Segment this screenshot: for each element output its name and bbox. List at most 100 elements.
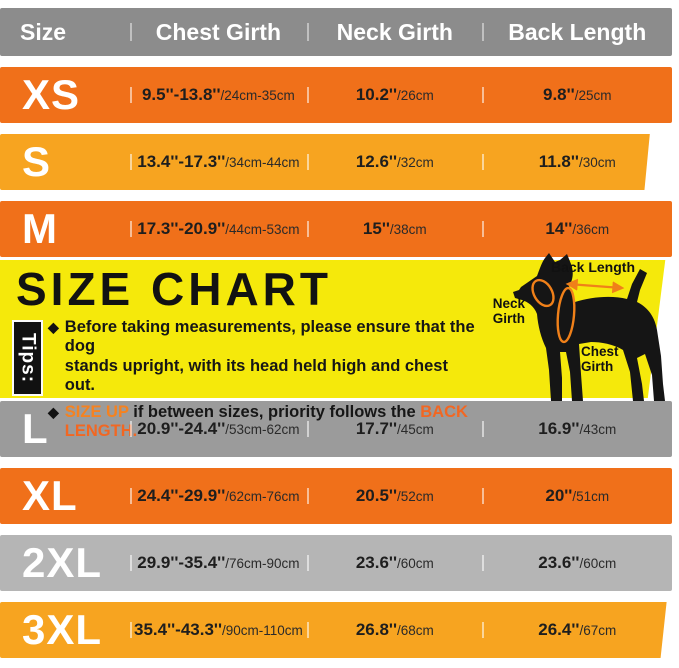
inch-value: 23.6'' <box>538 553 580 572</box>
inch-value: 13.4''-17.3'' <box>137 152 226 171</box>
chest-girth-value: 29.9''-35.4''/76cm-90cm <box>129 553 307 573</box>
tip-text: SIZE UP if between sizes, priority follo… <box>64 402 468 441</box>
table-row-l: L 20.9''-24.4''/53cm-62cm 17.7''/45cm 16… <box>0 401 672 457</box>
size-label: 3XL <box>22 606 103 653</box>
back-length-value: 9.8''/25cm <box>482 85 672 105</box>
neck-girth-label-line1: Neck <box>493 296 526 311</box>
tips-label: Tips: <box>17 332 39 384</box>
table-row-xs: XS 9.5''-13.8''/24cm-35cm 10.2''/26cm 9.… <box>0 67 672 123</box>
chest-girth-value: 20.9''-24.4''/53cm-62cm <box>129 419 307 439</box>
cm-value: /24cm-35cm <box>220 88 295 103</box>
neck-girth-value: 12.6''/32cm <box>307 152 482 172</box>
cm-value: /32cm <box>396 155 434 170</box>
cm-value: /68cm <box>396 623 434 638</box>
inch-value: 12.6'' <box>355 152 397 171</box>
cm-value: /52cm <box>396 489 434 504</box>
neck-girth-value: 17.7''/45cm <box>307 419 482 439</box>
cm-value: /38cm <box>389 222 427 237</box>
neck-girth-value: 15''/38cm <box>307 219 482 239</box>
size-chart-banner: SIZE CHART Tips: ◆ Before taking measure… <box>0 253 679 440</box>
size-label: XS <box>22 71 81 118</box>
back-length-highlight: BACK LENGTH. <box>64 402 468 441</box>
table-row-xl: XL 24.4''-29.9''/62cm-76cm 20.5''/52cm 2… <box>0 468 672 524</box>
chest-girth-value: 17.3''-20.9''/44cm-53cm <box>129 219 307 239</box>
size-label: M <box>22 205 58 252</box>
chest-girth-value: 24.4''-29.9''/62cm-76cm <box>129 486 307 506</box>
chest-girth-value: 13.4''-17.3''/34cm-44cm <box>129 152 307 172</box>
column-header-chest: Chest Girth <box>129 19 307 46</box>
cm-value: /44cm-53cm <box>225 222 300 237</box>
table-row-m: M 17.3''-20.9''/44cm-53cm 15''/38cm 14''… <box>0 201 672 257</box>
column-header-size: Size <box>20 18 67 45</box>
back-length-value: 26.4''/67cm <box>482 620 666 640</box>
inch-value: 20.5'' <box>355 486 397 505</box>
inch-value: 29.9''-35.4'' <box>137 553 226 572</box>
cm-value: /76cm-90cm <box>225 556 300 571</box>
neck-girth-label-line2: Girth <box>493 311 525 326</box>
diamond-bullet-icon: ◆ <box>48 319 59 335</box>
cm-value: /30cm <box>578 155 616 170</box>
banner-title: SIZE CHART <box>16 263 332 315</box>
inch-value: 9.8'' <box>543 85 575 104</box>
size-label: L <box>22 405 49 452</box>
tip-text: Before taking measurements, please ensur… <box>64 318 475 395</box>
cm-value: /60cm <box>579 556 617 571</box>
cm-value: /25cm <box>574 88 612 103</box>
diamond-bullet-icon: ◆ <box>48 403 59 420</box>
cm-value: /51cm <box>572 489 610 504</box>
table-row-3xl: 3XL 35.4''-43.3''/90cm-110cm 26.8''/68cm… <box>0 602 667 658</box>
dog-silhouette <box>513 253 665 401</box>
inch-value: 26.4'' <box>538 620 580 639</box>
neck-girth-value: 23.6''/60cm <box>307 553 482 573</box>
inch-value: 26.8'' <box>355 620 397 639</box>
back-length-value: 20''/51cm <box>482 486 672 506</box>
back-length-label: Back Length <box>551 259 635 275</box>
chest-girth-label-line1: Chest <box>581 344 619 359</box>
cm-value: /45cm <box>396 422 434 437</box>
inch-value: 20'' <box>545 486 573 505</box>
cm-value: /60cm <box>396 556 434 571</box>
cm-value: /53cm-62cm <box>225 422 300 437</box>
neck-girth-value: 10.2''/26cm <box>307 85 482 105</box>
cm-value: /43cm <box>579 422 617 437</box>
size-up-highlight: SIZE UP <box>64 402 129 421</box>
inch-value: 17.7'' <box>355 419 397 438</box>
tips-bullets: ◆ Before taking measurements, please ens… <box>48 318 478 442</box>
tips-box: Tips: <box>12 320 43 396</box>
chest-girth-value: 35.4''-43.3''/90cm-110cm <box>129 620 307 640</box>
inch-value: 20.9''-24.4'' <box>137 419 226 438</box>
cm-value: /90cm-110cm <box>222 623 303 638</box>
dog-measurement-diagram: Back Length Neck Girth Chest Girth <box>493 253 665 401</box>
tip-item-size-up: ◆ SIZE UP if between sizes, priority fol… <box>48 403 478 442</box>
size-label: 2XL <box>22 539 103 586</box>
size-label: XL <box>22 472 78 519</box>
inch-value: 15'' <box>362 219 390 238</box>
tip-item-measure: ◆ Before taking measurements, please ens… <box>48 318 478 396</box>
cm-value: /62cm-76cm <box>225 489 300 504</box>
cm-value: /26cm <box>396 88 434 103</box>
neck-girth-value: 26.8''/68cm <box>307 620 482 640</box>
chest-girth-label-line2: Girth <box>581 359 613 374</box>
table-row-s: S 13.4''-17.3''/34cm-44cm 12.6''/32cm 11… <box>0 134 650 190</box>
back-length-value: 14''/36cm <box>482 219 672 239</box>
column-header-back: Back Length <box>482 19 672 46</box>
column-header-neck: Neck Girth <box>307 19 482 46</box>
inch-value: 11.8'' <box>538 152 579 171</box>
cm-value: /36cm <box>572 222 610 237</box>
inch-value: 16.9'' <box>538 419 580 438</box>
inch-value: 24.4''-29.9'' <box>137 486 226 505</box>
neck-girth-mark <box>531 278 555 308</box>
inch-value: 23.6'' <box>355 553 397 572</box>
neck-girth-value: 20.5''/52cm <box>307 486 482 506</box>
back-length-value: 11.8''/30cm <box>482 152 649 172</box>
cm-value: /34cm-44cm <box>225 155 300 170</box>
table-header-row: Size Chest Girth Neck Girth Back Length <box>0 8 672 56</box>
inch-value: 17.3''-20.9'' <box>137 219 226 238</box>
size-label: S <box>22 138 52 185</box>
cm-value: /67cm <box>579 623 617 638</box>
back-length-arrow <box>565 278 625 294</box>
back-length-value: 23.6''/60cm <box>482 553 672 573</box>
table-row-2xl: 2XL 29.9''-35.4''/76cm-90cm 23.6''/60cm … <box>0 535 672 591</box>
inch-value: 14'' <box>545 219 573 238</box>
